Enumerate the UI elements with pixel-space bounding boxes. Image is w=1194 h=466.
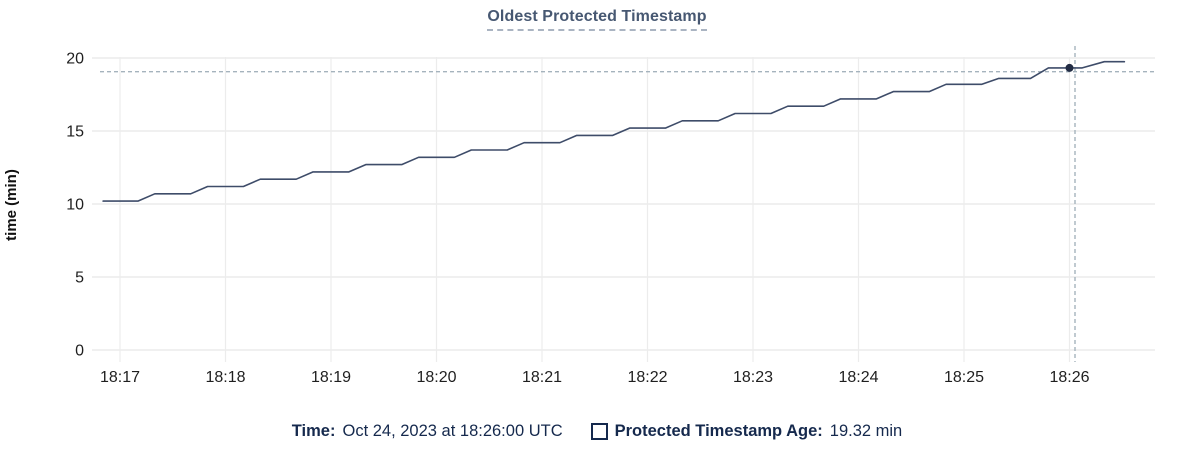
legend-item-protected-timestamp-age[interactable]: Protected Timestamp Age: 19.32 min [590,421,903,441]
legend-series-value: 19.32 min [829,421,903,440]
x-tick-label: 18:17 [100,369,140,386]
x-tick-label: 18:22 [627,369,667,386]
y-axis-label: time (min) [3,169,20,241]
x-tick-label: 18:25 [944,369,984,386]
legend-series-label: Protected Timestamp Age: [614,421,823,440]
x-tick-label: 18:24 [838,369,878,386]
hover-time-label: Time: [291,421,336,440]
series-line [102,60,1126,202]
x-tick-label: 18:20 [416,369,456,386]
y-tick-label: 15 [66,124,84,141]
x-tick-label: 18:21 [522,369,562,386]
hover-time-group: Time: Oct 24, 2023 at 18:26:00 UTC [292,422,563,441]
y-tick-label: 5 [75,270,84,287]
hover-time-value: Oct 24, 2023 at 18:26:00 UTC [342,421,563,440]
chart-title-row: Oldest Protected Timestamp [0,8,1194,31]
y-tick-label: 10 [66,197,84,214]
series-swatch-square-icon[interactable] [590,422,608,440]
hover-legend: Time: Oct 24, 2023 at 18:26:00 UTC Prote… [0,417,1194,445]
hover-point-dot [1065,63,1074,72]
y-tick-label: 0 [75,343,84,360]
x-tick-label: 18:23 [733,369,773,386]
x-tick-label: 18:18 [205,369,245,386]
x-tick-label: 18:26 [1049,369,1089,386]
plot-area[interactable]: 0 5 10 15 20 18:17 18:18 18:19 18:20 18:21 18:22 18… [0,0,1194,410]
x-tick-label: 18:19 [311,369,351,386]
chart-title: Oldest Protected Timestamp [487,8,707,31]
y-tick-label: 20 [66,51,84,68]
